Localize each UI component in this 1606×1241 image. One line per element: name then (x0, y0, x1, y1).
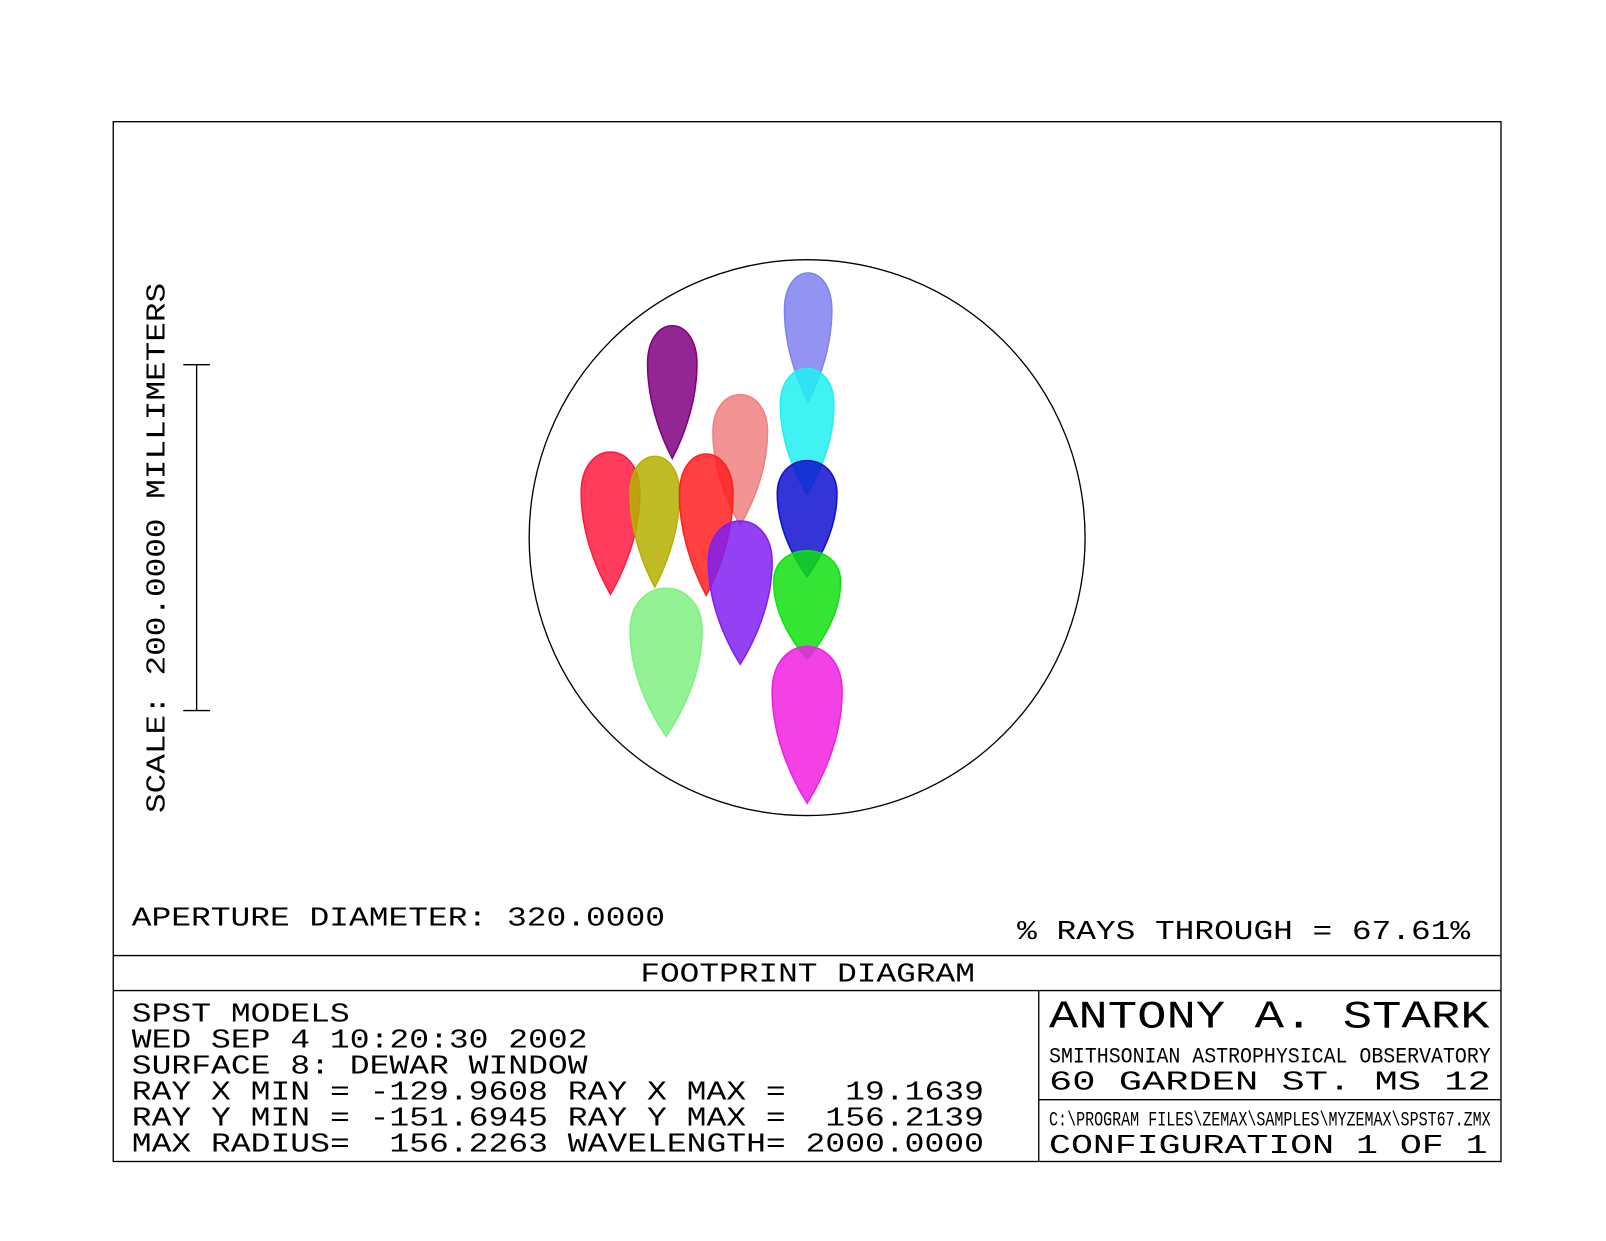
aperture-circle (528, 258, 1086, 817)
footprint (707, 520, 773, 666)
organization: SMITHSONIAN ASTROPHYSICAL OBSERVATORY (1049, 1044, 1491, 1070)
footprint (772, 550, 842, 661)
footprint (776, 460, 838, 579)
info-line: RAY Y MIN = -151.6945 RAY Y MAX = 156.21… (132, 1105, 984, 1135)
address: 60 GARDEN ST. MS 12 (1049, 1068, 1491, 1098)
info-line: SURFACE 8: DEWAR WINDOW (132, 1053, 589, 1083)
info-line: WED SEP 4 10:20:30 2002 (132, 1027, 588, 1057)
file-path: C:\PROGRAM FILES\ZEMAX\SAMPLES\MYZEMAX\S… (1049, 1109, 1491, 1132)
footprint (580, 451, 641, 596)
footprint (629, 455, 681, 589)
footprint (629, 587, 703, 738)
rays-through: % RAYS THROUGH = 67.61% (1017, 918, 1471, 948)
info-line: SPST MODELS (132, 1000, 350, 1030)
diagram-title: FOOTPRINT DIAGRAM (640, 960, 975, 990)
footprint (771, 645, 843, 805)
footprints (580, 272, 843, 805)
configuration: CONFIGURATION 1 OF 1 (1049, 1132, 1488, 1162)
frame (112, 121, 1502, 1163)
author-name: ANTONY A. STARK (1049, 995, 1490, 1040)
aperture-label: APERTURE DIAMETER: 320.0000 (132, 905, 665, 935)
footprint (646, 325, 698, 461)
info-line: MAX RADIUS= 156.2263 WAVELENGTH= 2000.00… (132, 1131, 984, 1161)
scale-label: SCALE: 200.0000 MILLIMETERS (144, 283, 174, 813)
info-line: RAY X MIN = -129.9608 RAY X MAX = 19.163… (132, 1079, 984, 1109)
